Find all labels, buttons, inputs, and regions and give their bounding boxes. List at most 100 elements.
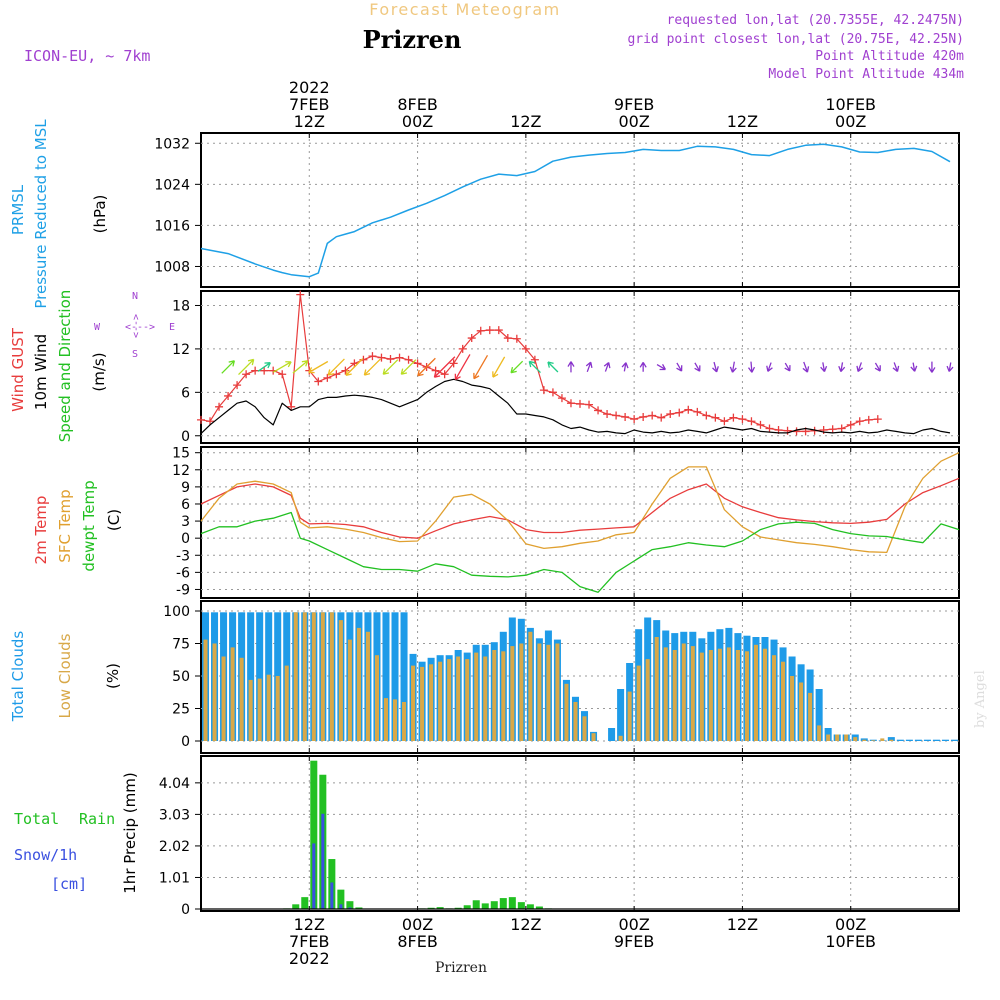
top-time-label: 12Z bbox=[510, 112, 541, 131]
bottom-time-label: 12Z bbox=[294, 915, 325, 934]
low-cloud-bar bbox=[645, 659, 650, 741]
snow-bar bbox=[348, 907, 352, 909]
wind-direction-arrow bbox=[473, 354, 489, 380]
low-cloud-bar bbox=[871, 740, 876, 741]
wind-gust-marker bbox=[630, 415, 639, 424]
temp-ytick-label: 12 bbox=[172, 463, 190, 479]
low-cloud-bar bbox=[320, 612, 325, 741]
wind-gust-marker bbox=[251, 366, 260, 375]
bottom-time-label: 00Z bbox=[402, 915, 433, 934]
wind-direction-arrow bbox=[766, 362, 773, 372]
wind-direction-arrow bbox=[747, 361, 756, 373]
top-time-label: 7FEB bbox=[289, 95, 329, 114]
wind-direction-arrow bbox=[382, 359, 399, 375]
wind-direction-arrow bbox=[454, 354, 471, 381]
location-title: Prizren bbox=[363, 25, 462, 54]
wind-gust-marker bbox=[666, 410, 675, 419]
snow-bar bbox=[321, 813, 325, 909]
snow-bar bbox=[312, 843, 316, 909]
wind-gust-marker bbox=[566, 399, 575, 408]
low-cloud-bar bbox=[591, 733, 596, 741]
low-cloud-bar bbox=[862, 739, 867, 741]
wind-direction-arrow bbox=[729, 361, 737, 373]
wind-gust-marker bbox=[242, 370, 251, 379]
clouds-frame bbox=[200, 600, 960, 754]
wind-ytick-label: 0 bbox=[181, 429, 190, 445]
low-cloud-bar bbox=[347, 639, 352, 741]
wind-gust-marker bbox=[278, 370, 287, 379]
low-cloud-bar bbox=[835, 734, 840, 741]
wind-direction-arrow bbox=[712, 361, 719, 373]
wind-gust-marker bbox=[765, 424, 774, 433]
low-cloud-bar bbox=[564, 683, 569, 741]
total-cloud-bar bbox=[382, 612, 390, 741]
temp-dewpt-line bbox=[200, 511, 960, 593]
clouds-ytick-label: 0 bbox=[181, 734, 190, 750]
top-time-label: 2022 bbox=[289, 78, 330, 97]
low-cloud-bar bbox=[618, 735, 623, 741]
temp-ytick-label: 3 bbox=[181, 514, 190, 530]
low-cloud-bar bbox=[537, 643, 542, 741]
wind-direction-arrow bbox=[345, 358, 364, 377]
wind-gust-marker bbox=[828, 425, 837, 434]
low-cloud-bar bbox=[681, 643, 686, 741]
wind-gust-marker bbox=[503, 334, 512, 343]
wind-gust-marker bbox=[233, 381, 242, 390]
pressure-labels: PRMSL Pressure Reduced to MSL (hPa) bbox=[9, 119, 109, 309]
wind-speed-line bbox=[200, 378, 951, 435]
precip-panel: 0 1.01 2.02 3.03 4.04 bbox=[159, 755, 960, 918]
wind-direction-arrow bbox=[363, 358, 381, 376]
total-cloud-bar bbox=[887, 737, 895, 741]
wind-ytick-label: 6 bbox=[181, 385, 190, 401]
rain-bar bbox=[337, 889, 345, 909]
wind-gust-marker bbox=[648, 411, 657, 420]
wind-direction-arrow bbox=[417, 357, 436, 377]
temp-ytick-label: 6 bbox=[181, 497, 190, 513]
wind-gust-marker bbox=[449, 359, 458, 368]
wind-direction-arrow bbox=[928, 361, 936, 373]
low-cloud-bar bbox=[456, 656, 461, 741]
top-time-label: 00Z bbox=[618, 112, 649, 131]
compass-north: N bbox=[132, 291, 138, 302]
low-cloud-bar bbox=[284, 665, 289, 741]
temp-sfc-label: SFC Temp bbox=[56, 489, 74, 562]
wind-direction-arrow bbox=[433, 356, 456, 378]
wind-direction-arrow bbox=[327, 358, 345, 376]
low-cloud-bar bbox=[844, 734, 849, 741]
rain-bar bbox=[472, 900, 480, 909]
low-cloud-bar bbox=[817, 725, 822, 741]
bottom-time-label: 12Z bbox=[510, 915, 541, 934]
wind-10m-label: 10m Wind bbox=[32, 334, 50, 410]
precip-frame bbox=[200, 755, 960, 912]
wind-gust-marker bbox=[747, 417, 756, 426]
pressure-ytick-label: 1032 bbox=[154, 136, 190, 152]
top-time-label: 10FEB bbox=[825, 95, 876, 114]
wind-gust-marker bbox=[675, 408, 684, 417]
low-cloud-bar bbox=[582, 716, 587, 741]
pressure-label-1: PRMSL bbox=[9, 184, 27, 235]
rain-bar bbox=[535, 906, 543, 909]
wind-direction-arrow bbox=[784, 362, 791, 372]
wind-direction-arrow bbox=[820, 362, 828, 373]
pressure-ytick-label: 1024 bbox=[154, 177, 190, 193]
wind-direction-arrow bbox=[585, 361, 593, 373]
wind-gust-marker bbox=[458, 344, 467, 353]
low-cloud-bar bbox=[546, 644, 551, 741]
bottom-time-label: 2022 bbox=[289, 949, 330, 968]
precip-ytick-label: 1.01 bbox=[159, 870, 190, 886]
pressure-line bbox=[200, 143, 951, 278]
bottom-location-label: Prizren bbox=[435, 960, 487, 976]
wind-speed-dir-label: Speed and Direction bbox=[56, 290, 74, 443]
low-cloud-bar bbox=[690, 646, 695, 741]
snow-bar bbox=[339, 904, 343, 909]
wind-gust-marker bbox=[386, 355, 395, 364]
wind-gust-marker bbox=[548, 388, 557, 397]
wind-direction-arrow bbox=[892, 362, 900, 373]
rain-bar bbox=[499, 898, 507, 909]
wind-gust-marker bbox=[206, 417, 215, 426]
precip-unit: 1hr Precip (mm) bbox=[121, 772, 139, 893]
low-cloud-bar bbox=[573, 702, 578, 741]
total-clouds-label: Total Clouds bbox=[9, 631, 27, 723]
wind-gust-marker bbox=[576, 399, 584, 408]
